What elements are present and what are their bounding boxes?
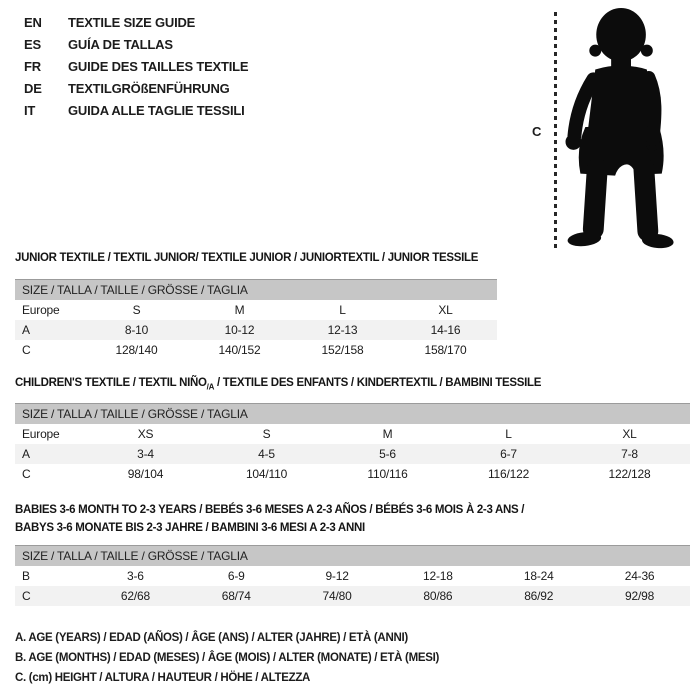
lang-row-de: DE TEXTILGRÖßENFÜHRUNG	[24, 77, 248, 99]
section-title-children-sub: /A	[206, 382, 215, 392]
age-cell: 6-7	[500, 447, 517, 461]
age-cell: 12-13	[327, 323, 358, 337]
height-cell: 152/158	[321, 343, 364, 357]
size-cell: S	[262, 427, 271, 441]
row-label: C	[22, 589, 31, 603]
height-cell: 110/116	[367, 467, 408, 481]
section-title-children-part2: / TEXTILE DES ENFANTS / KINDERTEXTIL / B…	[214, 377, 542, 389]
age-cell: 14-16	[430, 323, 461, 337]
measure-label-c: C	[532, 124, 542, 139]
size-header-bar: SIZE / TALLA / TAILLE / GRÖSSE / TAGLIA	[15, 403, 690, 424]
lang-code: DE	[24, 80, 42, 96]
table-row: C 128/140 140/152 152/158 158/170	[15, 340, 497, 360]
section-title-babies-line1: BABIES 3-6 MONTH TO 2-3 YEARS / BEBÉS 3-…	[15, 504, 525, 516]
age-cell: 7-8	[621, 447, 638, 461]
months-cell: 12-18	[423, 569, 453, 583]
months-cell: 9-12	[325, 569, 349, 583]
height-cell: 158/170	[424, 343, 467, 357]
height-cell: 74/80	[322, 589, 352, 603]
height-cell: 104/110	[245, 467, 288, 481]
age-cell: 8-10	[124, 323, 149, 337]
section-title-babies: BABIES 3-6 MONTH TO 2-3 YEARS / BEBÉS 3-…	[15, 501, 525, 537]
children-size-table: SIZE / TALLA / TAILLE / GRÖSSE / TAGLIA …	[15, 403, 690, 484]
junior-size-table: SIZE / TALLA / TAILLE / GRÖSSE / TAGLIA …	[15, 279, 497, 360]
age-cell: 10-12	[224, 323, 255, 337]
size-figure: C	[532, 4, 700, 252]
row-label: Europe	[22, 303, 60, 317]
height-cell: 86/92	[524, 589, 554, 603]
table-row: A 3-4 4-5 5-6 6-7 7-8	[15, 444, 690, 464]
height-cell: 98/104	[127, 467, 164, 481]
height-cell: 140/152	[218, 343, 261, 357]
lang-row-es: ES GUÍA DE TALLAS	[24, 33, 248, 55]
size-cell: M	[234, 303, 245, 317]
months-cell: 24-36	[624, 569, 655, 583]
lang-row-en: EN TEXTILE SIZE GUIDE	[24, 11, 248, 33]
age-cell: 4-5	[258, 447, 275, 461]
lang-title: GUIDE DES TAILLES TEXTILE	[68, 58, 249, 74]
footnote-b: B. AGE (MONTHS) / EDAD (MESES) / ÂGE (MO…	[15, 652, 440, 664]
row-label: Europe	[22, 427, 60, 441]
height-cell: 92/98	[625, 589, 655, 603]
row-label: B	[22, 569, 30, 583]
size-cell: L	[339, 303, 346, 317]
size-cell: XL	[622, 427, 637, 441]
lang-code: ES	[24, 36, 41, 52]
size-cell: XL	[438, 303, 453, 317]
size-cell: S	[132, 303, 141, 317]
lang-title: TEXTILGRÖßENFÜHRUNG	[68, 80, 230, 96]
lang-row-fr: FR GUIDE DES TAILLES TEXTILE	[24, 55, 249, 77]
lang-title: TEXTILE SIZE GUIDE	[68, 14, 196, 30]
table-row: A 8-10 10-12 12-13 14-16	[15, 320, 497, 340]
months-cell: 6-9	[227, 569, 245, 583]
size-header-row: SIZE / TALLA / TAILLE / GRÖSSE / TAGLIA	[15, 279, 497, 300]
toddler-silhouette-icon	[565, 7, 674, 249]
babies-size-table: SIZE / TALLA / TAILLE / GRÖSSE / TAGLIA …	[15, 545, 690, 606]
table-row: C 98/104 104/110 110/116 116/122 122/128	[15, 464, 690, 484]
footnote-a: A. AGE (YEARS) / EDAD (AÑOS) / ÂGE (ANS)…	[15, 632, 408, 644]
height-cell: 80/86	[423, 589, 453, 603]
size-cell: XS	[137, 427, 154, 441]
row-label: A	[22, 323, 30, 337]
lang-title: GUÍA DE TALLAS	[68, 36, 173, 52]
table-row: Europe XS S M L XL	[15, 424, 690, 444]
section-title-babies-line2: BABYS 3-6 MONATE BIS 2-3 JAHRE / BAMBINI…	[15, 522, 365, 534]
height-cell: 116/122	[487, 467, 530, 481]
section-title-children-part1: CHILDREN'S TEXTILE / TEXTIL NIÑO	[15, 377, 207, 389]
size-header-bar: SIZE / TALLA / TAILLE / GRÖSSE / TAGLIA	[15, 279, 497, 300]
height-cell: 128/140	[115, 343, 158, 357]
height-measure-dashed-line	[554, 12, 557, 248]
size-cell: L	[505, 427, 512, 441]
language-title-list: EN TEXTILE SIZE GUIDE ES GUÍA DE TALLAS …	[24, 11, 249, 121]
lang-code: EN	[24, 14, 42, 30]
height-cell: 62/68	[120, 589, 150, 603]
size-header-row: SIZE / TALLA / TAILLE / GRÖSSE / TAGLIA	[15, 545, 690, 566]
row-label: C	[22, 343, 31, 357]
legend-footnotes: A. AGE (YEARS) / EDAD (AÑOS) / ÂGE (ANS)…	[15, 628, 439, 688]
section-title-children: CHILDREN'S TEXTILE / TEXTIL NIÑO/A / TEX…	[15, 377, 541, 391]
months-cell: 3-6	[127, 569, 144, 583]
size-cell: M	[382, 427, 393, 441]
size-header-bar: SIZE / TALLA / TAILLE / GRÖSSE / TAGLIA	[15, 545, 690, 566]
section-title-junior: JUNIOR TEXTILE / TEXTIL JUNIOR/ TEXTILE …	[15, 252, 479, 264]
lang-code: FR	[24, 58, 41, 74]
row-label: A	[22, 447, 30, 461]
age-cell: 5-6	[379, 447, 396, 461]
height-cell: 122/128	[608, 467, 651, 481]
table-row: Europe S M L XL	[15, 300, 497, 320]
lang-title: GUIDA ALLE TAGLIE TESSILI	[68, 102, 245, 118]
row-label: C	[22, 467, 31, 481]
height-cell: 68/74	[221, 589, 251, 603]
lang-row-it: IT GUIDA ALLE TAGLIE TESSILI	[24, 99, 248, 121]
footnote-c: C. (cm) HEIGHT / ALTURA / HAUTEUR / HÖHE…	[15, 672, 311, 684]
lang-code: IT	[24, 102, 36, 118]
months-cell: 18-24	[523, 569, 554, 583]
table-row: B 3-6 6-9 9-12 12-18 18-24 24-36	[15, 566, 690, 586]
size-header-row: SIZE / TALLA / TAILLE / GRÖSSE / TAGLIA	[15, 403, 690, 424]
age-cell: 3-4	[137, 447, 154, 461]
table-row: C 62/68 68/74 74/80 80/86 86/92 92/98	[15, 586, 690, 606]
